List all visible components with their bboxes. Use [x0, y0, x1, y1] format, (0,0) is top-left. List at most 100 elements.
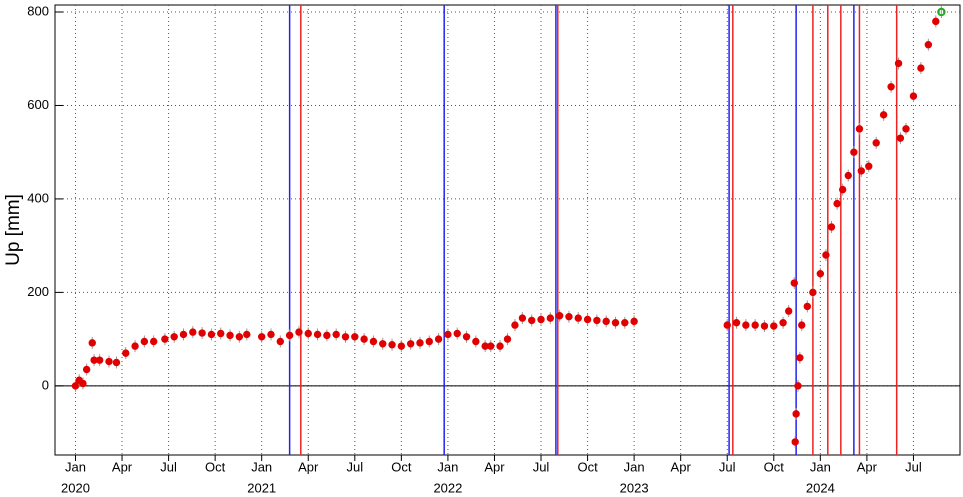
data-point	[791, 438, 799, 446]
plot-frame	[54, 4, 961, 456]
data-point	[88, 339, 96, 347]
data-point	[267, 330, 275, 339]
data-point	[304, 329, 312, 338]
data-point	[496, 342, 504, 350]
y-tick-label: 600	[27, 97, 49, 112]
data-point	[528, 316, 536, 325]
y-axis-label: Up [mm]	[3, 194, 24, 266]
data-point	[937, 7, 946, 17]
data-point	[909, 92, 918, 100]
data-point	[784, 307, 793, 315]
x-tick-label: Jan	[251, 459, 272, 474]
data-point	[555, 312, 564, 320]
x-tick-label: Oct	[391, 459, 412, 474]
data-point	[865, 162, 873, 170]
data-point	[341, 333, 350, 341]
data-point	[621, 319, 629, 327]
x-tick-label: Jul	[719, 459, 736, 474]
data-point	[779, 319, 787, 327]
data-point	[593, 316, 601, 325]
data-point	[518, 314, 527, 322]
data-point	[723, 321, 731, 329]
data-point	[189, 328, 197, 336]
data-point	[760, 322, 769, 330]
data-point	[770, 322, 778, 330]
data-point	[546, 314, 555, 322]
data-point	[95, 356, 104, 364]
data-point	[917, 64, 925, 72]
data-point	[792, 410, 800, 418]
data-point	[732, 319, 741, 327]
data-point	[803, 302, 812, 311]
data-point	[257, 333, 266, 341]
year-label: 2024	[806, 480, 835, 495]
data-point	[149, 337, 158, 346]
x-tick-label: Jul	[346, 459, 363, 474]
year-label: 2022	[433, 480, 462, 495]
data-point	[809, 288, 817, 297]
data-point	[816, 269, 825, 278]
x-tick-label: Jul	[533, 459, 550, 474]
data-point	[235, 333, 244, 341]
x-tick-label: Oct	[577, 459, 598, 474]
data-point	[790, 279, 798, 287]
data-point	[332, 330, 340, 339]
x-tick-label: Apr	[298, 459, 319, 474]
data-point	[462, 333, 471, 341]
data-point	[207, 330, 216, 339]
data-point	[630, 317, 638, 326]
data-point	[565, 312, 573, 321]
data-point	[198, 329, 206, 337]
data-point	[511, 321, 519, 329]
data-point	[369, 337, 378, 346]
x-tick-label: Oct	[205, 459, 226, 474]
y-tick-label: 400	[27, 190, 49, 205]
data-point	[425, 337, 433, 346]
year-label: 2020	[61, 480, 90, 495]
x-tick-label: Jul	[905, 459, 922, 474]
data-point	[105, 357, 113, 366]
y-tick-label: 0	[42, 377, 49, 392]
year-label: 2021	[247, 480, 276, 495]
data-point	[112, 358, 121, 367]
data-point	[827, 223, 836, 231]
x-tick-label: Jan	[437, 459, 458, 474]
x-tick-label: Jan	[810, 459, 831, 474]
data-point	[217, 329, 225, 338]
data-point	[140, 337, 149, 346]
data-point	[503, 335, 512, 343]
data-point	[472, 337, 480, 346]
data-point	[487, 342, 495, 350]
data-point	[453, 329, 461, 338]
data-point	[444, 330, 452, 339]
data-point	[397, 342, 406, 350]
data-point	[82, 365, 91, 374]
data-point	[583, 315, 592, 324]
data-point	[226, 331, 234, 340]
data-point	[179, 330, 188, 339]
data-point	[798, 321, 806, 329]
data-point	[742, 321, 750, 329]
data-point	[902, 125, 910, 133]
data-point	[855, 125, 864, 133]
x-tick-label: Jan	[65, 459, 86, 474]
data-point	[406, 340, 415, 348]
data-point	[833, 199, 841, 208]
data-point	[894, 59, 903, 68]
data-point	[611, 319, 620, 327]
x-tick-label: Apr	[484, 459, 505, 474]
data-point	[295, 328, 303, 336]
data-point	[170, 333, 178, 341]
data-point	[751, 321, 759, 329]
y-tick-label: 200	[27, 284, 49, 299]
data-point	[276, 337, 285, 346]
data-point	[285, 331, 294, 340]
data-point	[822, 251, 830, 259]
data-point	[379, 340, 387, 348]
x-tick-label: Apr	[112, 459, 133, 474]
x-tick-label: Apr	[857, 459, 878, 474]
data-point	[602, 317, 610, 326]
data-point	[323, 331, 331, 340]
